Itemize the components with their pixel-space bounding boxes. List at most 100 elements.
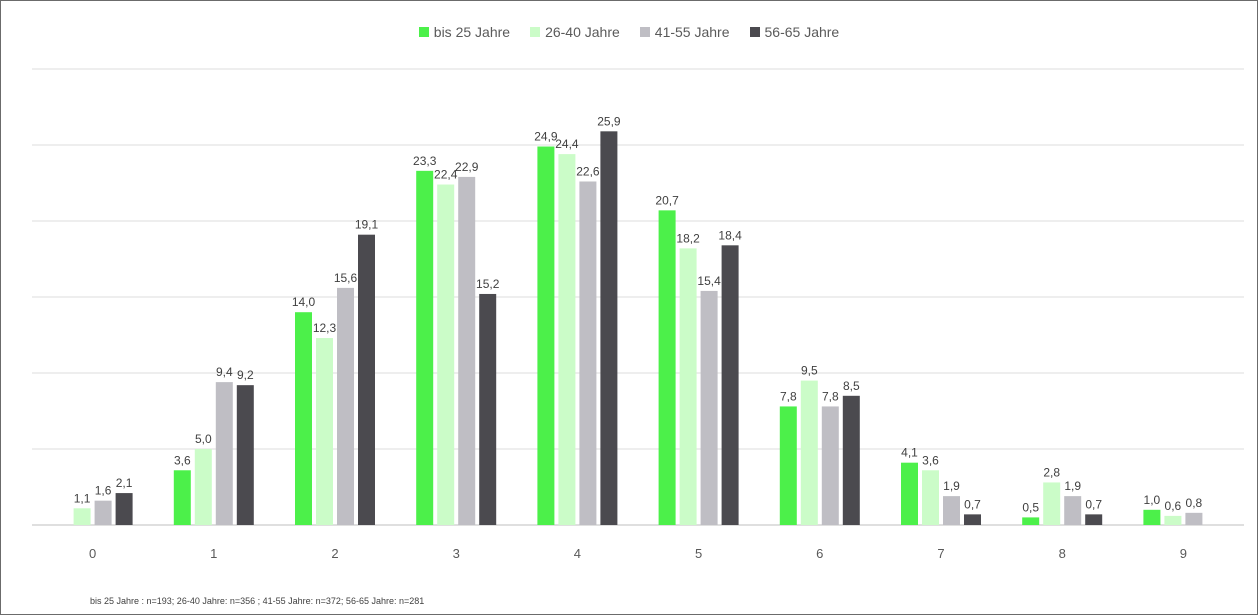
bar: [337, 287, 354, 525]
bar: [1185, 512, 1203, 525]
bar: [1064, 496, 1082, 525]
data-label: 20,7: [655, 193, 679, 207]
data-label: 1,6: [95, 484, 112, 498]
data-label: 1,9: [943, 479, 960, 493]
legend-item-bis-25: bis 25 Jahre: [418, 24, 511, 40]
x-tick-label: 7: [937, 546, 944, 561]
data-label: 24,4: [555, 137, 579, 151]
data-label: 4,1: [901, 446, 918, 460]
bar: [579, 181, 597, 526]
x-tick-label: 2: [331, 546, 338, 561]
data-label: 1,1: [74, 491, 91, 505]
legend-label-26-40: 26-40 Jahre: [545, 24, 620, 40]
x-axis-ticks: 0 1 2 3 4 5 6 7 8 9: [89, 546, 1187, 561]
data-label: 18,2: [676, 231, 700, 245]
x-tick-label: 1: [210, 546, 217, 561]
data-label: 25,9: [597, 114, 621, 128]
bar: [721, 245, 739, 525]
bar: [658, 210, 676, 526]
data-label: 15,6: [334, 271, 358, 285]
data-label: 0,6: [1165, 499, 1182, 513]
bar: [416, 170, 434, 525]
bar: [800, 380, 818, 525]
legend-item-56-65: 56-65 Jahre: [749, 24, 840, 40]
data-label: 12,3: [313, 321, 337, 335]
data-label: 2,8: [1043, 465, 1060, 479]
legend-label-41-55: 41-55 Jahre: [654, 24, 730, 40]
bar: [922, 470, 939, 525]
data-label: 22,9: [455, 160, 479, 174]
bar: [901, 462, 918, 525]
bar: [1085, 514, 1103, 525]
bar: [964, 514, 981, 525]
bar: [115, 493, 133, 525]
data-label: 7,8: [780, 389, 797, 403]
x-tick-label: 5: [695, 546, 702, 561]
x-tick-label: 6: [816, 546, 823, 561]
x-tick-label: 8: [1059, 546, 1066, 561]
data-label: 9,4: [216, 365, 233, 379]
legend: bis 25 Jahre 26-40 Jahre 41-55 Jahre 56-…: [0, 24, 1258, 40]
data-label: 22,4: [434, 168, 458, 182]
x-tick-label: 9: [1180, 546, 1187, 561]
bar: [316, 338, 333, 525]
gridlines: [32, 68, 1244, 526]
x-tick-label: 4: [574, 546, 581, 561]
bar: [94, 500, 112, 525]
bar: [679, 248, 697, 526]
legend-label-bis-25: bis 25 Jahre: [433, 24, 511, 40]
data-label: 8,5: [843, 379, 860, 393]
bar: [842, 395, 860, 525]
data-label: 1,0: [1144, 493, 1161, 507]
bar: [1164, 515, 1182, 525]
bar: [1043, 482, 1061, 525]
value-labels: 1,1 1,6 2,1 3,6 5,0 9,4 9,2 14,0 12,3 15,6 19,1 23,…: [74, 114, 1203, 514]
bar: [236, 385, 254, 525]
data-label: 22,6: [576, 164, 600, 178]
bar: [73, 508, 91, 525]
legend-swatch-bis-25: [418, 27, 429, 37]
bar: [700, 290, 718, 525]
legend-swatch-41-55: [639, 27, 650, 37]
bar: [600, 131, 618, 525]
data-label: 23,3: [413, 154, 437, 168]
legend-label-56-65: 56-65 Jahre: [764, 24, 840, 40]
bar: [537, 146, 555, 525]
bar: [458, 176, 476, 526]
data-label: 18,4: [718, 228, 742, 242]
data-label: 5,0: [195, 432, 212, 446]
bar: [173, 470, 191, 525]
x-tick-label: 0: [89, 546, 96, 561]
data-label: 14,0: [292, 295, 316, 309]
x-tick-label: 3: [453, 546, 460, 561]
bar: [943, 496, 960, 525]
bar: [479, 293, 497, 525]
bar: [194, 449, 212, 525]
data-label: 19,1: [355, 218, 379, 232]
data-label: 24,9: [534, 130, 558, 144]
legend-item-26-40: 26-40 Jahre: [530, 24, 620, 40]
data-label: 15,4: [697, 274, 721, 288]
data-label: 0,7: [964, 497, 981, 511]
data-label: 9,5: [801, 364, 818, 378]
bar: [1143, 509, 1161, 525]
bars: [73, 131, 1203, 526]
bar: [295, 312, 312, 525]
legend-item-41-55: 41-55 Jahre: [639, 24, 730, 40]
data-label: 3,6: [922, 453, 939, 467]
bar: [821, 406, 839, 525]
data-label: 2,1: [116, 476, 133, 490]
bar: [215, 382, 233, 525]
data-label: 15,2: [476, 277, 500, 291]
legend-swatch-26-40: [530, 27, 541, 37]
bar: [779, 406, 797, 525]
bar: [558, 154, 576, 525]
data-label: 0,8: [1186, 496, 1203, 510]
data-label: 9,2: [237, 368, 254, 382]
legend-swatch-56-65: [749, 27, 760, 37]
bar: [437, 184, 455, 525]
data-label: 7,8: [822, 389, 839, 403]
bar: [1022, 517, 1040, 525]
data-label: 1,9: [1064, 479, 1081, 493]
